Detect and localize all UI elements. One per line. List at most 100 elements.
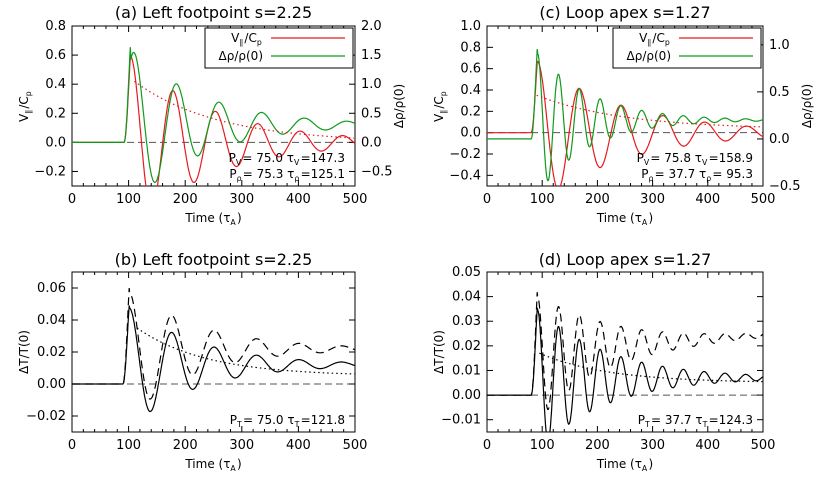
y2-tick-label: 0.0 xyxy=(361,135,382,150)
y-tick-label: 0.0 xyxy=(45,135,66,150)
x-tick-label: 500 xyxy=(751,438,776,453)
y-tick-label: 1.0 xyxy=(460,19,481,34)
series-line-c-1 xyxy=(487,49,763,182)
x-tick-label: 300 xyxy=(229,192,254,207)
annotation-text: Pρ = 37.7 τρ = 95.3 xyxy=(641,167,753,183)
x-axis-label: Time (τA ) xyxy=(596,211,653,227)
annotation-text: Pρ = 75.3 τρ =125.1 xyxy=(229,167,345,183)
legend-label: Δρ/ρ(0) xyxy=(219,49,263,63)
y2-tick-label: 0.0 xyxy=(769,132,790,147)
y-tick-label: 0.4 xyxy=(45,77,66,92)
y-tick-label: −0.2 xyxy=(34,164,66,179)
panel-d: (d) Loop apex s=1.27 0 100 200 300 400 500 −0.0… xyxy=(432,250,775,473)
x-axis-label: Time (τA ) xyxy=(184,211,241,227)
series-group xyxy=(72,47,355,186)
y-tick-label: 0.01 xyxy=(452,363,481,378)
x-tick-label: 0 xyxy=(68,192,76,207)
x-tick-label: 100 xyxy=(530,438,555,453)
annotation-text: PV = 75.8 τV =158.9 xyxy=(637,151,753,167)
y-tick-label: −0.4 xyxy=(449,168,481,183)
y-tick-label: 0.00 xyxy=(37,377,66,392)
y-tick-label: 0.0 xyxy=(460,126,481,141)
y-tick-label: 0.2 xyxy=(460,104,481,119)
y-tick-label: −0.02 xyxy=(26,409,66,424)
series-group xyxy=(72,287,355,413)
annotation-text: PV = 75.0 τV =147.3 xyxy=(229,151,345,167)
x-tick-label: 500 xyxy=(343,438,368,453)
y-tick-label: 0.2 xyxy=(45,106,66,121)
chart-title: (c) Loop apex s=1.27 xyxy=(539,3,710,22)
y2-tick-label: 1.0 xyxy=(769,38,790,53)
series-line-b-0 xyxy=(72,305,355,413)
annotation-text: PT = 75.0 τT =121.8 xyxy=(230,413,345,429)
x-axis-label: Time (τA ) xyxy=(596,457,653,473)
x-tick-label: 0 xyxy=(483,192,491,207)
series-group xyxy=(487,292,763,432)
y-tick-label: 0.05 xyxy=(452,265,481,280)
x-tick-label: 0 xyxy=(68,438,76,453)
x-tick-label: 200 xyxy=(585,438,610,453)
chart-title: (a) Left footpoint s=2.25 xyxy=(115,3,312,22)
legend: V∥ /Cp Δρ/ρ(0) xyxy=(612,27,762,69)
x-tick-label: 500 xyxy=(751,192,776,207)
x-tick-label: 200 xyxy=(173,192,198,207)
x-tick-label: 300 xyxy=(640,192,665,207)
panel-b: (b) Left footpoint s=2.25 0 100 200 300 400 50… xyxy=(17,250,367,473)
plot-frame xyxy=(486,25,764,187)
x-tick-label: 300 xyxy=(640,438,665,453)
x-tick-label: 500 xyxy=(343,192,368,207)
chart-title: (d) Loop apex s=1.27 xyxy=(539,250,712,269)
x-tick-label: 400 xyxy=(695,438,720,453)
y-tick-label: 0.04 xyxy=(37,313,66,328)
x-tick-label: 300 xyxy=(229,438,254,453)
series-line-d-1 xyxy=(487,292,763,411)
y-axis-label: ΔT/T(0) xyxy=(432,330,446,374)
y-tick-label: 0.00 xyxy=(452,388,481,403)
y-tick-label: 0.8 xyxy=(45,19,66,34)
series-group xyxy=(487,49,763,186)
y-tick-label: 0.6 xyxy=(460,62,481,77)
y2-tick-label: −0.5 xyxy=(361,164,393,179)
y2-tick-label: 0.5 xyxy=(361,106,382,121)
y-tick-label: 0.04 xyxy=(452,290,481,305)
plot-frame xyxy=(486,271,764,433)
annotation-text: PT = 37.7 τT =124.3 xyxy=(638,413,753,429)
y2-axis-label: Δρ/ρ(0) xyxy=(800,84,814,128)
legend-label: Δρ/ρ(0) xyxy=(627,49,671,63)
x-tick-label: 0 xyxy=(483,438,491,453)
plot-frame xyxy=(71,271,356,433)
x-tick-label: 200 xyxy=(173,438,198,453)
series-line-b-1 xyxy=(72,287,355,400)
plot-frame xyxy=(71,25,356,187)
y-tick-label: 0.03 xyxy=(452,314,481,329)
legend-label: V∥ /Cp xyxy=(639,31,671,47)
y-tick-label: 0.02 xyxy=(452,339,481,354)
y2-tick-label: 1.5 xyxy=(361,48,382,63)
x-axis-label: Time (τA ) xyxy=(184,457,241,473)
x-tick-label: 100 xyxy=(116,192,141,207)
y-tick-label: 0.6 xyxy=(45,48,66,63)
y-axis-label: V∥ /Cp xyxy=(432,90,448,122)
x-tick-label: 400 xyxy=(286,438,311,453)
x-tick-label: 100 xyxy=(530,192,555,207)
y2-tick-label: 0.5 xyxy=(769,85,790,100)
y-tick-label: 0.4 xyxy=(460,83,481,98)
x-tick-label: 400 xyxy=(695,192,720,207)
series-line-a-1 xyxy=(72,47,355,183)
legend-box xyxy=(612,27,762,69)
y-tick-label: 0.06 xyxy=(37,281,66,296)
x-tick-label: 100 xyxy=(116,438,141,453)
series-line-d-2 xyxy=(539,352,763,383)
series-line-b-2 xyxy=(136,327,355,375)
panel-a: (a) Left footpoint s=2.25 0 100 200 300 400 50… xyxy=(17,3,406,227)
y-tick-label: −0.01 xyxy=(441,413,481,428)
y-tick-label: 0.02 xyxy=(37,345,66,360)
legend-box xyxy=(204,27,354,69)
y-axis-label: V∥ /Cp xyxy=(17,90,33,122)
y2-tick-label: 1.0 xyxy=(361,77,382,92)
y2-axis-label: Δρ/ρ(0) xyxy=(392,84,406,128)
legend-label: V∥ /Cp xyxy=(231,31,263,47)
chart-title: (b) Left footpoint s=2.25 xyxy=(115,250,313,269)
legend: V∥ /Cp Δρ/ρ(0) xyxy=(204,27,354,69)
